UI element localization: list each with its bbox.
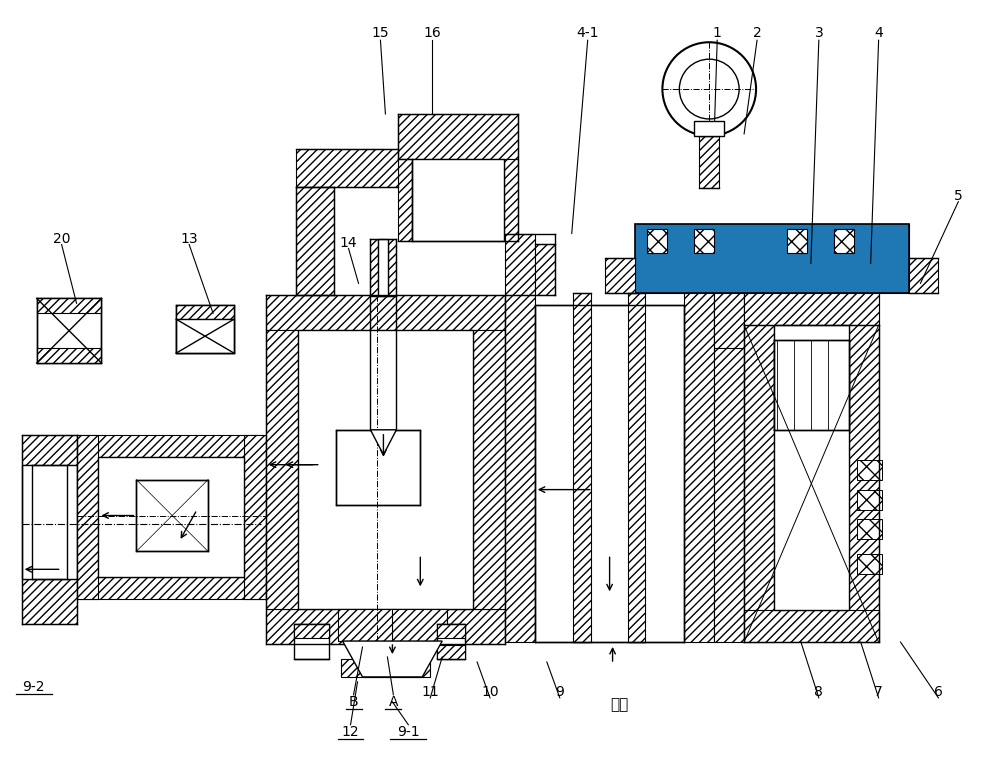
Bar	[437, 624, 465, 659]
Bar	[22, 465, 77, 579]
Bar	[684, 293, 714, 642]
Bar	[266, 609, 505, 644]
Bar	[37, 298, 101, 363]
Bar	[647, 229, 667, 253]
Bar	[504, 159, 518, 240]
Text: 20: 20	[53, 231, 70, 246]
Text: 7: 7	[874, 685, 883, 699]
Bar	[22, 579, 77, 624]
Bar	[857, 460, 882, 480]
Bar	[744, 293, 774, 642]
Bar	[77, 435, 98, 599]
Text: 3: 3	[814, 26, 823, 40]
Bar	[774, 340, 849, 430]
Text: 16: 16	[423, 26, 441, 40]
Bar	[505, 293, 535, 642]
Text: 10: 10	[481, 685, 499, 699]
Bar	[392, 609, 447, 641]
Polygon shape	[370, 430, 396, 455]
Bar	[266, 435, 296, 599]
Bar	[857, 520, 882, 539]
Bar	[437, 624, 465, 638]
Bar	[176, 305, 234, 319]
Bar	[635, 224, 909, 293]
Bar	[605, 259, 635, 293]
Bar	[635, 224, 909, 259]
Bar	[834, 229, 854, 253]
Bar	[628, 293, 645, 642]
Bar	[378, 239, 388, 296]
Bar	[573, 293, 591, 642]
Bar	[385, 659, 430, 677]
Bar	[699, 136, 719, 188]
Bar	[37, 348, 101, 363]
Bar	[294, 624, 329, 638]
Bar	[37, 298, 101, 314]
Text: 5: 5	[954, 188, 963, 203]
Bar	[744, 610, 879, 642]
Bar	[714, 293, 744, 348]
Polygon shape	[694, 121, 724, 136]
Text: 2: 2	[753, 26, 761, 40]
Bar	[294, 624, 329, 659]
Bar	[266, 579, 296, 601]
Bar	[857, 490, 882, 510]
Bar	[787, 229, 807, 253]
Text: B: B	[349, 695, 358, 709]
Text: 11: 11	[421, 685, 439, 699]
Bar	[296, 149, 398, 187]
Bar	[909, 259, 938, 293]
Text: 14: 14	[340, 236, 357, 250]
Bar	[694, 229, 714, 253]
Text: 8: 8	[814, 685, 823, 699]
Bar	[635, 259, 909, 293]
Text: 1: 1	[713, 26, 722, 40]
Bar	[136, 480, 208, 552]
Bar	[398, 159, 412, 240]
Bar	[398, 114, 518, 159]
Text: 13: 13	[180, 231, 198, 246]
Bar	[744, 293, 879, 325]
Bar	[298, 330, 473, 609]
Bar	[77, 578, 266, 599]
Bar	[176, 305, 234, 353]
Text: 9-2: 9-2	[22, 680, 45, 694]
Bar	[714, 293, 744, 642]
Bar	[296, 187, 334, 295]
Text: 4: 4	[874, 26, 883, 40]
Bar	[363, 659, 422, 677]
Bar	[849, 293, 879, 642]
Bar	[535, 305, 684, 642]
Bar	[857, 555, 882, 575]
Bar	[370, 239, 378, 296]
Bar	[244, 435, 266, 599]
Bar	[437, 645, 465, 659]
Bar	[77, 435, 266, 457]
Bar	[176, 319, 234, 353]
Bar	[266, 295, 505, 330]
Bar	[535, 243, 555, 295]
Text: 9: 9	[555, 685, 564, 699]
Bar	[388, 239, 396, 296]
Bar	[505, 233, 535, 295]
Polygon shape	[343, 641, 442, 677]
Text: 12: 12	[342, 725, 359, 739]
Bar	[98, 457, 244, 578]
Text: 6: 6	[934, 685, 943, 699]
Bar	[412, 159, 504, 240]
Bar	[336, 430, 420, 504]
Bar	[338, 609, 395, 641]
Text: 油路: 油路	[610, 697, 629, 713]
Text: 4-1: 4-1	[576, 26, 599, 40]
Bar	[774, 325, 849, 610]
Bar	[341, 659, 385, 677]
Text: A: A	[389, 695, 398, 709]
Text: 15: 15	[372, 26, 389, 40]
Bar	[473, 330, 505, 609]
Bar	[22, 435, 77, 465]
Text: 9-1: 9-1	[397, 725, 420, 739]
Bar	[266, 330, 298, 609]
